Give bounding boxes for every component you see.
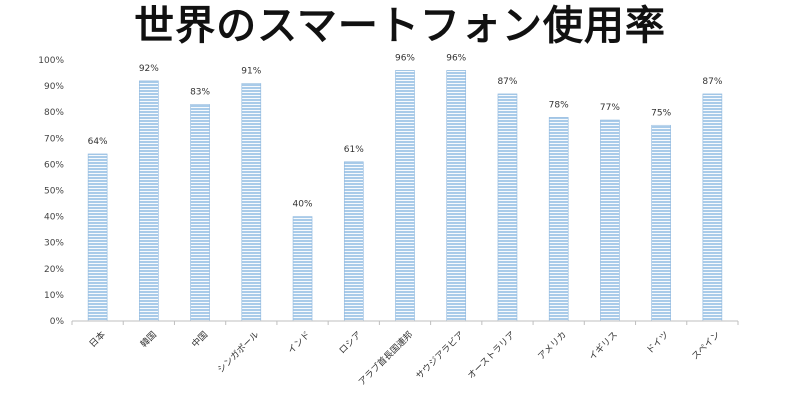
y-tick-label: 10% <box>44 291 64 301</box>
data-label: 78% <box>549 100 569 110</box>
category-label: シンガポール <box>215 329 261 375</box>
data-label: 87% <box>702 77 722 87</box>
bar <box>651 124 671 322</box>
y-axis: 0% 10% 20% 30% 40% 50% 60% 70% 80% 90% 100% <box>38 56 64 327</box>
category-label: ロシア <box>338 330 364 356</box>
y-tick-label: 40% <box>44 213 64 223</box>
category-label: 韓国 <box>138 329 159 350</box>
bar <box>139 80 159 322</box>
category-label: サウジアラビア <box>414 329 466 381</box>
y-tick-label: 60% <box>44 160 64 170</box>
bars: 64% 92% 83% 91% 40% 61% 96% 96% 87% 78% 77% 75% 87% <box>87 53 723 322</box>
category-label: インド <box>286 330 312 356</box>
y-tick-label: 30% <box>44 239 64 249</box>
bar <box>343 161 364 322</box>
data-label: 64% <box>88 137 108 147</box>
y-tick-label: 50% <box>44 187 64 197</box>
y-tick-label: 20% <box>44 265 64 275</box>
y-tick-label: 100% <box>38 56 64 66</box>
bar <box>87 153 108 322</box>
bar <box>497 93 518 322</box>
bar <box>292 216 313 322</box>
bar <box>702 93 723 322</box>
data-label: 91% <box>241 66 261 76</box>
category-label: アメリカ <box>536 329 569 362</box>
bar <box>548 117 569 322</box>
category-label: スペイン <box>690 330 722 362</box>
data-label: 92% <box>139 64 159 74</box>
category-label: 日本 <box>87 329 108 350</box>
bar <box>600 119 620 322</box>
bar <box>241 83 262 322</box>
y-tick-label: 0% <box>50 317 65 327</box>
data-label: 40% <box>293 200 313 210</box>
category-label: 中国 <box>189 329 210 350</box>
y-tick-label: 70% <box>44 134 64 144</box>
y-tick-label: 90% <box>44 82 64 92</box>
bar <box>395 70 415 322</box>
data-label: 96% <box>395 53 415 63</box>
bar <box>190 104 210 322</box>
y-tick-label: 80% <box>44 108 64 118</box>
data-label: 61% <box>344 145 364 155</box>
data-label: 96% <box>446 53 466 63</box>
category-label: オーストラリア <box>466 329 518 381</box>
data-label: 77% <box>600 103 620 113</box>
chart-title: 世界のスマートフォン使用率 <box>134 2 666 49</box>
data-label: 87% <box>497 77 517 87</box>
category-label: アラブ首長国連邦 <box>356 329 415 388</box>
data-label: 75% <box>651 108 671 118</box>
data-label: 83% <box>190 87 210 97</box>
category-label: ドイツ <box>645 330 671 356</box>
category-label: イギリス <box>587 329 620 362</box>
bar <box>446 70 467 322</box>
